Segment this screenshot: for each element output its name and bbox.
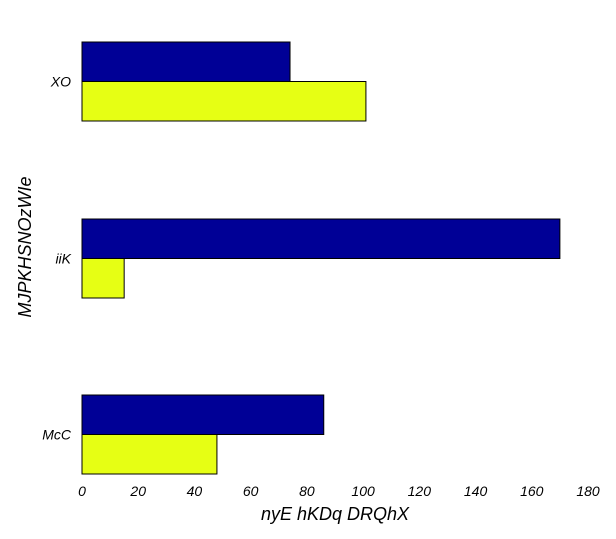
y-tick-label: iiK [55, 251, 71, 267]
x-tick-label: 0 [78, 483, 86, 499]
x-tick-label: 120 [408, 483, 432, 499]
x-tick-label: 60 [243, 483, 259, 499]
y-axis-title: MJPKHSNOzWIe [15, 176, 35, 317]
x-tick-label: 20 [129, 483, 146, 499]
bar-XO-series-1 [81, 41, 291, 82]
x-tick-label: 40 [187, 483, 203, 499]
bar-iiK-series-2 [81, 258, 125, 299]
bar-McC-series-2 [81, 434, 218, 475]
x-tick-label: 140 [464, 483, 488, 499]
bar-XO-series-2 [81, 81, 367, 122]
y-tick-label: McC [42, 427, 72, 443]
y-tick-label: XO [50, 74, 71, 90]
x-tick-labels: 0 20 40 60 80 100 120 140 160 180 [78, 483, 600, 499]
bar-iiK-series-1 [81, 218, 561, 259]
x-tick-label: 180 [576, 483, 600, 499]
x-tick-label: 160 [520, 483, 544, 499]
x-tick-label: 100 [351, 483, 375, 499]
x-tick-label: 80 [299, 483, 315, 499]
bars-group [81, 41, 561, 475]
bar-McC-series-1 [81, 394, 325, 435]
x-axis-title: nyE hKDq DRQhX [261, 504, 410, 524]
y-tick-labels: XO iiK McC [42, 74, 72, 443]
